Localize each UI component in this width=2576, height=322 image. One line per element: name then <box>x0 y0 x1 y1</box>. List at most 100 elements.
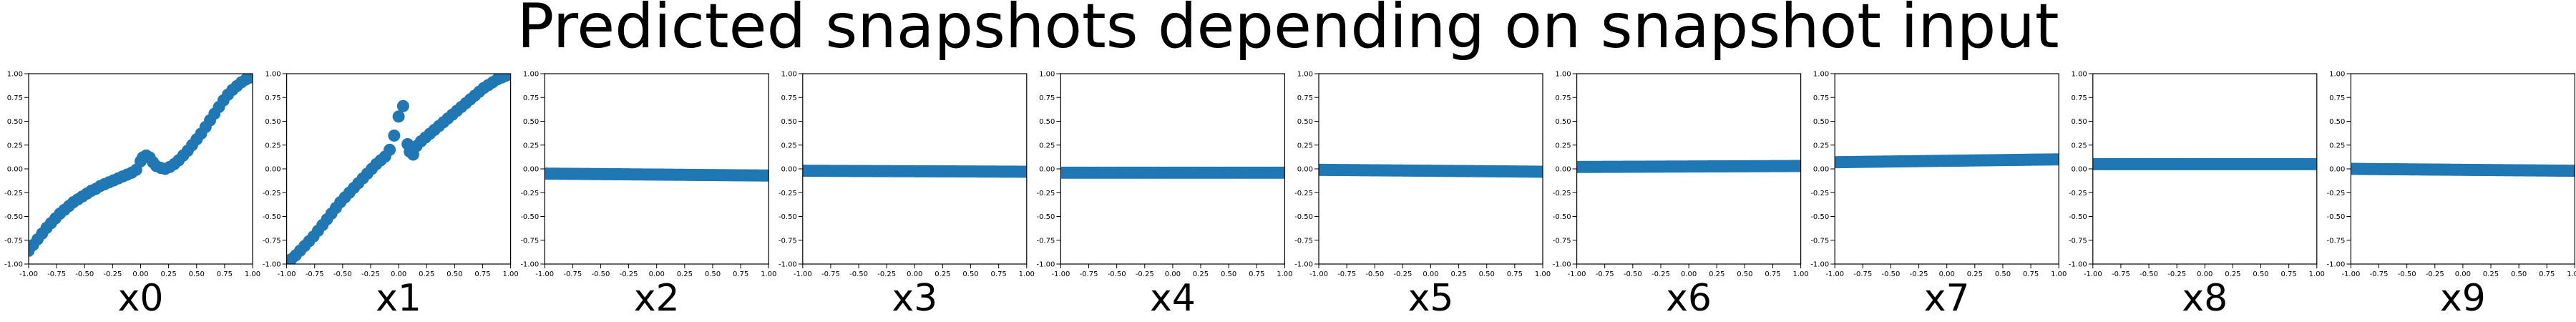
y-tick-label: 0.75 <box>265 94 280 102</box>
y-tick-label: 0.75 <box>2329 94 2345 102</box>
x-axis-label: x2 <box>634 277 680 320</box>
subplot-x4: -1.00 -0.75 -0.50 -0.25 0.00 0.25 0.50 0.75 1.00… <box>1037 71 1293 321</box>
x-tick-label: -0.75 <box>1080 270 1098 278</box>
x-tick-label: -0.50 <box>75 270 94 278</box>
x-tick-label: -1.00 <box>2341 270 2360 278</box>
data-point <box>762 169 769 182</box>
x-tick-label: 0.50 <box>705 270 721 278</box>
series-points <box>802 165 1027 178</box>
x-tick-label: -1.00 <box>2084 270 2102 278</box>
data-point <box>396 99 409 112</box>
y-tick-label: -0.50 <box>2327 213 2346 221</box>
x-tick-label: 0.75 <box>217 270 233 278</box>
y-tick-label: 0.50 <box>1039 118 1055 126</box>
y-tick-label: 0.50 <box>265 118 280 126</box>
y-tick-label: -0.75 <box>2069 237 2087 245</box>
x-tick-label: -1.00 <box>1568 270 1586 278</box>
x-tick-label: -0.75 <box>2370 270 2389 278</box>
x-tick-label: -0.50 <box>2140 270 2158 278</box>
y-tick-label: 0.50 <box>1297 118 1313 126</box>
y-tick-label: 0.25 <box>1555 142 1571 150</box>
y-tick-label: 0.50 <box>1813 118 1829 126</box>
y-tick-label: 0.75 <box>1555 94 1571 102</box>
x-tick-label: -0.75 <box>563 270 582 278</box>
x-tick-label: 0.50 <box>1221 270 1236 278</box>
subplot-x8: -1.00 -0.75 -0.50 -0.25 0.00 0.25 0.50 0.75 1.00… <box>2069 71 2325 321</box>
figure-title: Predicted snapshots depending on snapsho… <box>517 0 2059 62</box>
y-tick-label: -1.00 <box>263 261 281 269</box>
y-tick-label: -1.00 <box>1553 261 1571 269</box>
y-tick-label: -1.00 <box>2069 261 2087 269</box>
y-tick-label: -0.25 <box>1553 190 1571 197</box>
y-tick-label: -0.75 <box>1037 237 1055 245</box>
y-tick-label: 0.75 <box>1297 94 1313 102</box>
y-tick-label: 1.00 <box>1039 71 1055 79</box>
x-tick-label: -0.25 <box>1652 270 1670 278</box>
y-tick-label: 0.75 <box>7 94 23 102</box>
x-tick-label: -0.50 <box>849 270 868 278</box>
x-tick-label: 0.50 <box>447 270 462 278</box>
x-tick-label: 0.50 <box>962 270 978 278</box>
data-point <box>504 74 511 81</box>
x-tick-label: -0.25 <box>103 270 122 278</box>
x-tick-label: 0.75 <box>991 270 1007 278</box>
y-tick-label: 0.25 <box>1039 142 1055 150</box>
x-tick-label: -1.00 <box>19 270 38 278</box>
y-tick-label: 0.25 <box>265 142 280 150</box>
x-tick-label: 0.25 <box>160 270 176 278</box>
x-tick-label: -0.75 <box>1853 270 1872 278</box>
y-tick-label: 1.00 <box>1297 71 1313 79</box>
x-tick-label: -0.25 <box>2426 270 2444 278</box>
subplot-x1: -1.00 -0.75 -0.50 -0.25 0.00 0.25 0.50 0.75 1.00… <box>263 71 519 321</box>
y-tick-label: 0.25 <box>781 142 797 150</box>
x-tick-label: 1.00 <box>502 270 518 278</box>
x-tick-label: 0.25 <box>1967 270 1983 278</box>
y-tick-label: -0.50 <box>4 213 23 221</box>
series-points <box>1060 166 1285 179</box>
x-axis-label: x9 <box>2440 277 2486 320</box>
y-tick-label: -1.00 <box>1294 261 1313 269</box>
x-tick-label: -0.50 <box>592 270 610 278</box>
x-tick-label: -0.75 <box>47 270 66 278</box>
y-tick-label: 0.50 <box>781 118 797 126</box>
x-tick-label: 0.75 <box>733 270 748 278</box>
x-tick-label: -1.00 <box>1051 270 1070 278</box>
y-tick-label: -1.00 <box>4 261 23 269</box>
y-tick-label: -1.00 <box>779 261 797 269</box>
x-tick-label: 0.25 <box>2225 270 2240 278</box>
x-tick-label: -0.75 <box>2112 270 2130 278</box>
y-tick-label: -0.75 <box>779 237 797 245</box>
x-tick-label: 0.00 <box>2197 270 2212 278</box>
series-points <box>2351 162 2575 177</box>
x-tick-label: 1.00 <box>2567 270 2576 278</box>
y-tick-label: 0.00 <box>1813 166 1829 174</box>
x-tick-label: 0.75 <box>1507 270 1523 278</box>
x-tick-label: -1.00 <box>794 270 812 278</box>
y-tick-label: 0.50 <box>2329 118 2345 126</box>
x-tick-label: 0.75 <box>2023 270 2039 278</box>
x-axis-label: x4 <box>1150 277 1196 320</box>
y-tick-label: 1.00 <box>2072 71 2087 79</box>
y-tick-label: -1.00 <box>1810 261 1829 269</box>
x-tick-label: 1.00 <box>245 270 260 278</box>
x-tick-label: -0.25 <box>877 270 896 278</box>
y-tick-label: 0.00 <box>1039 166 1055 174</box>
data-point <box>1278 166 1285 179</box>
y-tick-label: 0.75 <box>523 94 539 102</box>
x-tick-label: -0.25 <box>620 270 638 278</box>
y-tick-label: 0.00 <box>1555 166 1571 174</box>
x-tick-label: 1.00 <box>761 270 776 278</box>
y-tick-label: 1.00 <box>1555 71 1571 79</box>
x-tick-label: 0.00 <box>907 270 922 278</box>
series-points <box>2092 157 2317 170</box>
y-tick-label: -0.25 <box>779 190 797 197</box>
series-points <box>1576 160 1801 173</box>
y-tick-label: 1.00 <box>2329 71 2345 79</box>
y-tick-label: -0.75 <box>1810 237 1829 245</box>
subplot-x6: -1.00 -0.75 -0.50 -0.25 0.00 0.25 0.50 0.75 1.00… <box>1553 71 1809 321</box>
x-axis-label: x8 <box>2182 277 2228 320</box>
y-tick-label: -0.50 <box>2069 213 2087 221</box>
x-tick-label: -0.50 <box>1624 270 1642 278</box>
series-points <box>1835 153 2059 169</box>
y-tick-label: 0.00 <box>1297 166 1313 174</box>
